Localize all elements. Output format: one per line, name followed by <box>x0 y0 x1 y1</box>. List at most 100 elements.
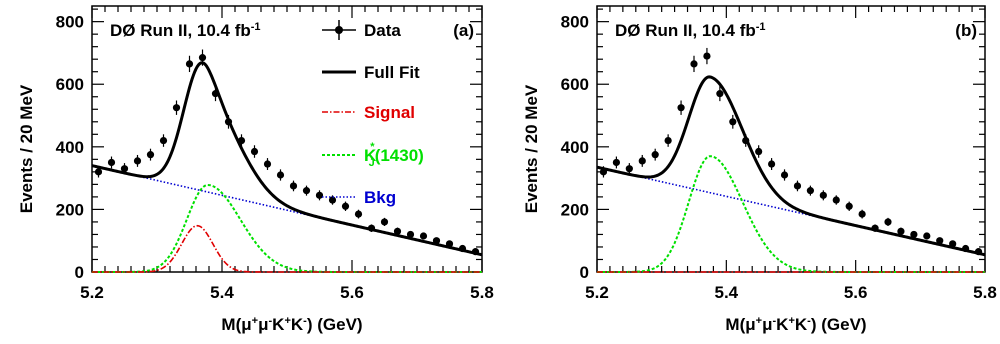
data-point <box>599 168 608 176</box>
data-point <box>819 191 827 199</box>
legend-kj-sup: * <box>370 141 375 153</box>
x-axis-title-sup: - <box>269 315 273 327</box>
data-point <box>742 136 750 145</box>
legend-data-label: Data <box>364 21 401 40</box>
data-point <box>729 118 737 126</box>
full-fit-curve <box>91 61 483 257</box>
x-axis-title-part: M(μ <box>221 315 251 334</box>
data-point <box>419 232 428 240</box>
legend-kj-sub: J <box>369 157 375 169</box>
x-axis-title-part: M(μ <box>725 315 755 334</box>
data-point <box>289 182 298 190</box>
x-axis-title-part: K <box>795 315 808 334</box>
data-point <box>845 202 853 210</box>
x-tick-label: 5.6 <box>844 283 868 302</box>
y-tick-label: 200 <box>561 200 589 219</box>
data-point <box>328 196 337 204</box>
x-tick-label: 5.2 <box>585 283 609 302</box>
signal-curve <box>92 224 482 273</box>
data-point <box>949 240 957 248</box>
y-tick-label: 400 <box>56 138 84 157</box>
data-point <box>263 160 272 168</box>
data-point <box>198 54 207 62</box>
panel-a: 5.2 5.4 5.6 5.8 0 200 400 600 800 Events / 20 MeV… <box>17 5 494 334</box>
data-point <box>133 157 142 165</box>
data-point <box>159 136 168 145</box>
experiment-label-main: DØ Run II, 10.4 fb <box>110 21 251 40</box>
data-point <box>936 237 944 245</box>
data-point <box>858 210 866 218</box>
data-point <box>432 237 441 245</box>
data-point <box>393 227 402 235</box>
experiment-label-sup: -1 <box>251 21 261 33</box>
y-tick-label: 600 <box>561 75 589 94</box>
data-point <box>690 60 698 68</box>
y-axis-title: Events / 20 MeV <box>522 84 541 213</box>
x-axis-title-part: μ <box>762 315 772 334</box>
data-point <box>341 202 350 210</box>
plot-frame <box>91 5 483 273</box>
data-point <box>94 168 103 176</box>
data-point <box>406 230 415 239</box>
x-axis-title-sup: - <box>303 315 307 327</box>
experiment-label-sup: -1 <box>756 21 766 33</box>
data-point <box>638 157 646 165</box>
data-point <box>471 248 480 256</box>
kj1430-curve <box>92 183 482 273</box>
data-point <box>897 227 905 235</box>
data-point <box>962 244 970 253</box>
panel-label: (a) <box>453 21 474 40</box>
legend-signal-label: Signal <box>364 103 415 122</box>
legend-kj-label: K* J(1430) <box>364 141 424 169</box>
data-point <box>354 210 363 218</box>
data-point <box>276 171 285 179</box>
data-point <box>832 196 840 204</box>
data-point <box>923 232 931 240</box>
legend-fullfit-label: Full Fit <box>364 63 420 82</box>
data-point <box>237 136 246 145</box>
data-point <box>612 158 621 167</box>
x-tick-label: 5.4 <box>210 283 234 302</box>
plot-frame <box>596 5 986 273</box>
data-point <box>224 118 233 126</box>
data-point <box>367 224 376 232</box>
data-point <box>172 104 181 112</box>
data-point <box>445 240 454 248</box>
legend-kj-main: K <box>364 146 377 165</box>
x-axis-title-sup: + <box>252 315 258 327</box>
data-point <box>716 90 724 98</box>
data-point <box>302 187 311 195</box>
x-axis-title-sup: + <box>284 315 290 327</box>
data-point <box>910 230 918 239</box>
experiment-label-main: DØ Run II, 10.4 fb <box>615 21 756 40</box>
x-axis-title-part: K <box>272 315 285 334</box>
legend-data-marker <box>335 26 343 34</box>
x-axis-title-part: ) (GeV) <box>811 315 867 334</box>
data-point <box>677 104 685 112</box>
x-tick-label: 5.6 <box>340 283 364 302</box>
data-point <box>664 136 672 145</box>
panel-label: (b) <box>955 21 977 40</box>
y-tick-label: 800 <box>561 13 589 32</box>
x-axis-title-sup: + <box>756 315 762 327</box>
data-point <box>755 147 763 156</box>
data-point <box>458 244 467 253</box>
data-point <box>651 151 659 159</box>
data-point <box>185 60 194 68</box>
y-tick-label: 400 <box>561 138 589 157</box>
y-axis-title: Events / 20 MeV <box>17 84 36 213</box>
legend-kj-tail: (1430) <box>375 146 424 165</box>
experiment-label: DØ Run II, 10.4 fb-1 <box>110 21 261 40</box>
x-axis-title-part: μ <box>258 315 268 334</box>
y-tick-label: 600 <box>56 75 84 94</box>
x-axis-title-part: K <box>291 315 304 334</box>
x-axis-title: M(μ+μ-K+K-) (GeV) <box>221 315 362 334</box>
experiment-label: DØ Run II, 10.4 fb-1 <box>615 21 766 40</box>
data-point <box>211 90 220 98</box>
data-point <box>380 218 389 226</box>
full-fit-curve <box>596 75 986 257</box>
data-point <box>884 218 892 226</box>
x-axis-title-part: ) (GeV) <box>307 315 363 334</box>
